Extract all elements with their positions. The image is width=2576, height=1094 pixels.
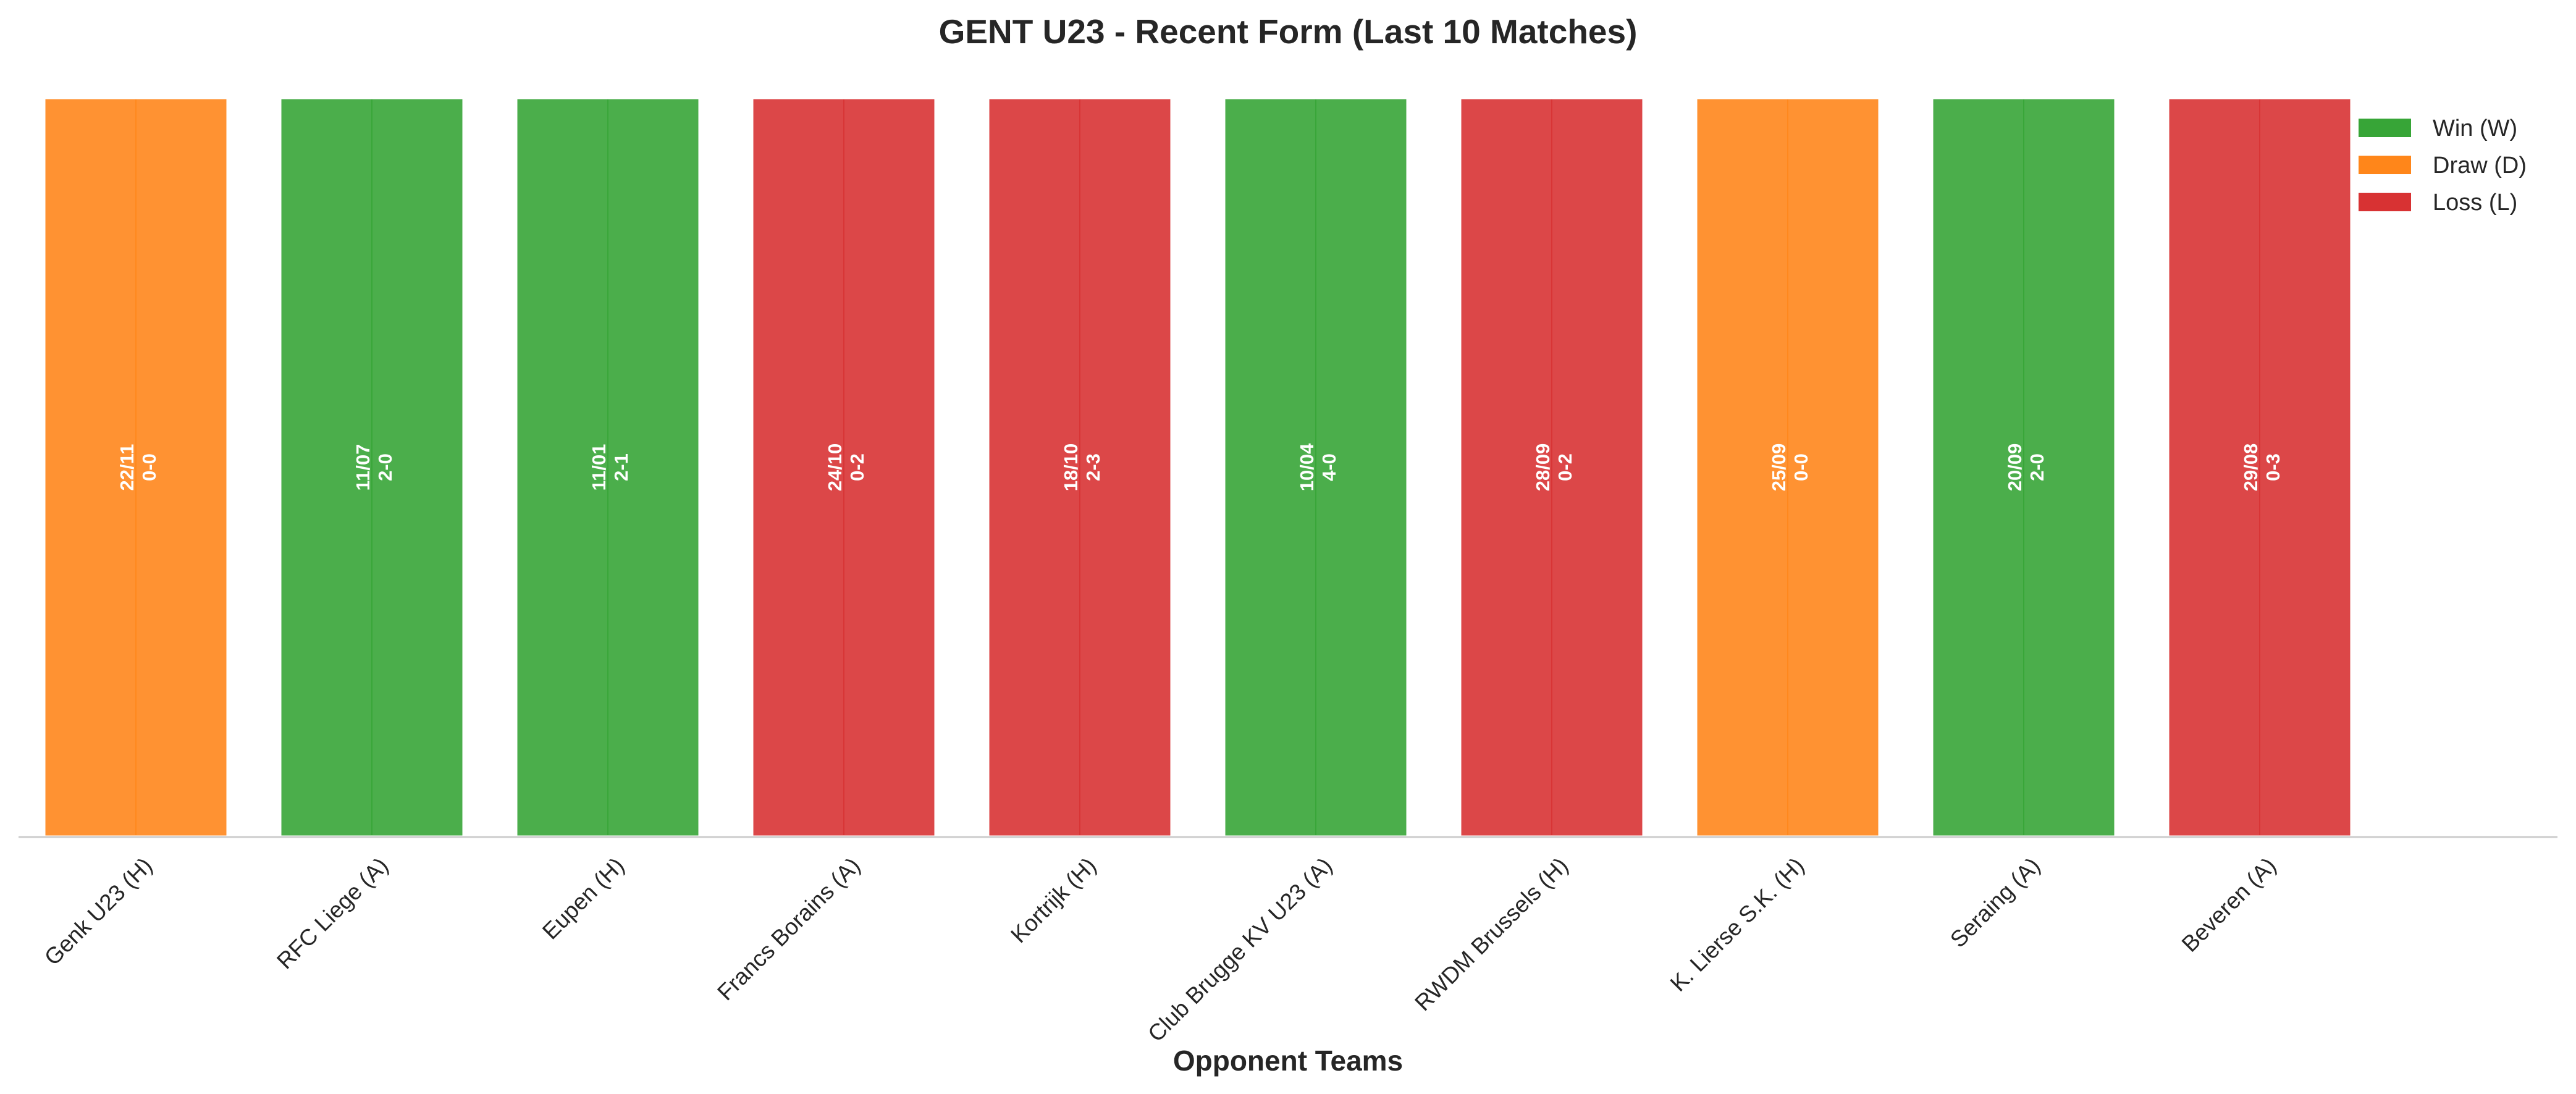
- x-tick-label-6: Club Brugge KV U23 (A): [1143, 852, 1337, 1046]
- bars-layer: 22/110-0 11/072-0 11/012-1 24/100-2 18/102-3…: [42, 96, 2354, 839]
- bar-label-7: 28/090-2: [1532, 444, 1576, 492]
- bar-label-1: 22/110-0: [116, 444, 160, 491]
- bar-score-7: 0-2: [1554, 453, 1576, 481]
- bar-score-1: 0-0: [138, 453, 160, 481]
- legend-label-d: Draw (D): [2433, 153, 2527, 179]
- bar-score-10: 0-3: [2262, 453, 2284, 481]
- bar-label-3: 11/012-1: [588, 444, 632, 491]
- bar-date-3: 11/01: [588, 444, 610, 491]
- x-tick-label-1: Genk U23 (H): [40, 852, 157, 970]
- bar-score-2: 2-0: [374, 453, 396, 481]
- legend-swatch-l: [2359, 193, 2411, 211]
- bar-date-8: 25/09: [1768, 444, 1790, 492]
- legend-label-w: Win (W): [2433, 116, 2517, 141]
- x-tick-label-10: Beveren (A): [2177, 852, 2281, 957]
- legend-label-l: Loss (L): [2433, 190, 2517, 216]
- bar-label-8: 25/090-0: [1768, 444, 1812, 492]
- bar-label-4: 24/100-2: [824, 444, 868, 492]
- x-tick-label-4: Francs Borains (A): [712, 852, 865, 1005]
- bar-date-6: 10/04: [1296, 443, 1318, 491]
- legend-swatch-d: [2359, 156, 2411, 174]
- bar-score-8: 0-0: [1790, 453, 1812, 481]
- x-tick-label-7: RWDM Brussels (H): [1410, 852, 1573, 1016]
- bar-label-10: 29/080-3: [2240, 444, 2284, 492]
- legend-swatch-w: [2359, 119, 2411, 137]
- bar-date-10: 29/08: [2240, 444, 2262, 492]
- x-axis-label: Opponent Teams: [1173, 1045, 1403, 1077]
- bar-date-4: 24/10: [824, 444, 846, 492]
- x-tick-label-3: Eupen (H): [537, 852, 629, 944]
- x-tick-label-9: Seraing (A): [1945, 852, 2045, 952]
- bar-score-9: 2-0: [2026, 453, 2048, 481]
- bar-score-4: 0-2: [846, 453, 868, 481]
- bar-date-7: 28/09: [1532, 444, 1554, 492]
- x-tick-label-5: Kortrijk (H): [1006, 852, 1101, 948]
- bar-date-9: 20/09: [2004, 444, 2026, 492]
- x-tick-label-2: RFC Liege (A): [272, 852, 393, 974]
- bar-label-6: 10/044-0: [1296, 443, 1340, 491]
- bar-score-6: 4-0: [1318, 453, 1340, 481]
- legend: Win (W) Draw (D) Loss (L): [2359, 116, 2527, 216]
- x-tick-labels: Genk U23 (H) RFC Liege (A) Eupen (H) Francs…: [40, 852, 2281, 1046]
- bar-date-5: 18/10: [1060, 444, 1082, 492]
- bar-label-9: 20/092-0: [2004, 444, 2048, 492]
- bar-score-3: 2-1: [610, 453, 632, 481]
- bar-score-5: 2-3: [1082, 453, 1104, 481]
- bar-date-2: 11/07: [352, 444, 374, 491]
- bar-label-5: 18/102-3: [1060, 444, 1104, 492]
- chart-title: GENT U23 - Recent Form (Last 10 Matches): [939, 12, 1638, 51]
- bar-label-2: 11/072-0: [352, 444, 396, 491]
- bar-date-1: 22/11: [116, 444, 138, 491]
- x-tick-label-8: K. Lierse S.K. (H): [1665, 852, 1809, 996]
